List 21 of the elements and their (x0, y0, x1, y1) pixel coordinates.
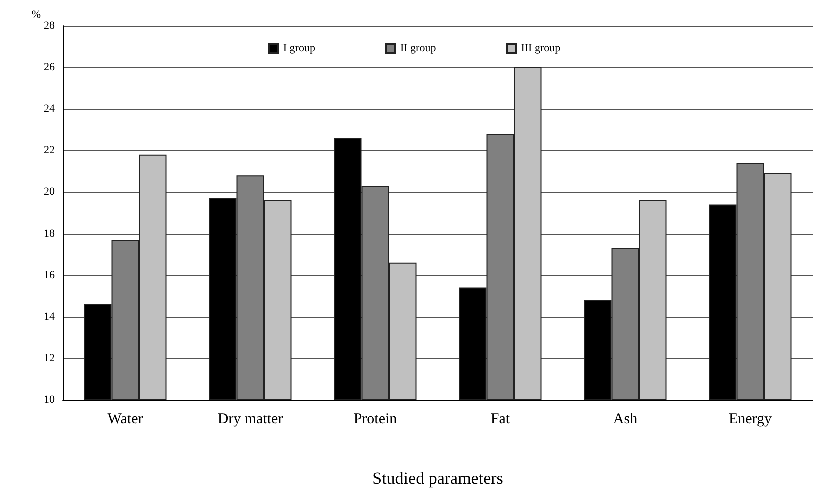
y-tick-label: 10 (44, 394, 56, 406)
y-tick-label: 22 (44, 144, 55, 157)
y-tick-label: 24 (44, 103, 56, 116)
y-tick-label: 14 (44, 310, 56, 323)
y-tick-label: 12 (44, 352, 55, 364)
x-tick-label: Water (108, 412, 144, 428)
x-axis-title: Studied parameters (372, 469, 504, 488)
y-axis-title: % (32, 9, 41, 22)
y-tick-label: 20 (44, 186, 56, 198)
x-tick-label: Protein (354, 412, 398, 428)
y-tick-label: 18 (44, 228, 56, 240)
legend-label: III group (521, 42, 562, 54)
x-tick-label: Fat (490, 412, 511, 428)
legend-label: I group (283, 42, 316, 54)
y-tick-label: 16 (44, 269, 56, 282)
x-tick-label: Dry matter (218, 412, 284, 428)
x-tick-label: Ash (613, 412, 638, 428)
y-tick-label: 26 (44, 62, 56, 74)
legend-label: II group (400, 42, 437, 54)
x-tick-label: Energy (728, 412, 773, 428)
y-tick-label: 28 (44, 20, 56, 32)
